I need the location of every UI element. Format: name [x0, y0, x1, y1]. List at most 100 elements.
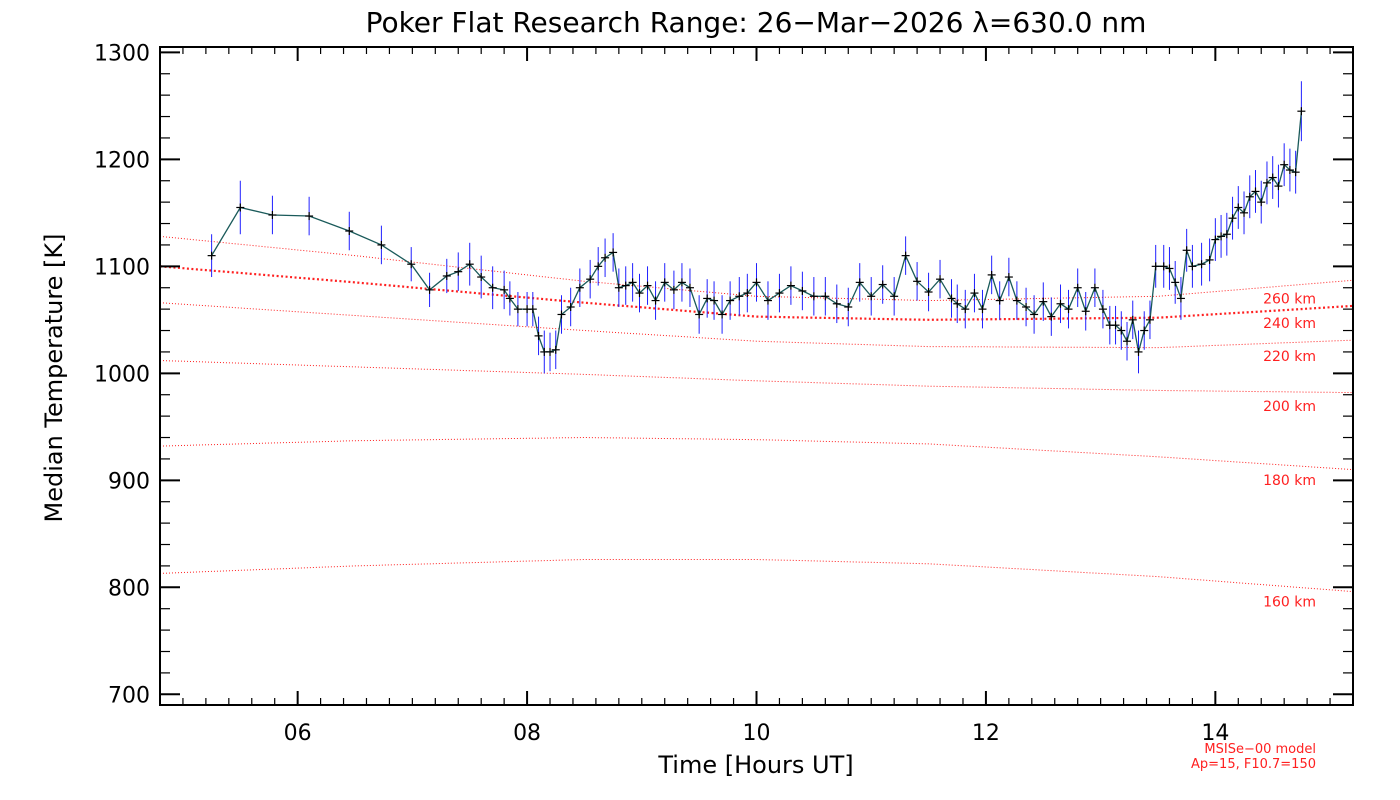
data-point: [268, 210, 277, 219]
data-point: [718, 310, 727, 319]
data-point: [995, 296, 1004, 305]
data-point: [601, 253, 610, 262]
x-tick-label: 10: [743, 721, 771, 746]
data-point: [1039, 297, 1048, 306]
model-curve-label: 240 km: [1263, 316, 1316, 332]
data-point: [477, 273, 486, 282]
data-point: [488, 283, 497, 292]
data-point: [924, 288, 933, 297]
data-point: [685, 283, 694, 292]
data-point: [867, 292, 876, 301]
data-point: [786, 281, 795, 290]
data-point: [1123, 337, 1132, 346]
data-point: [735, 292, 744, 301]
data-point: [628, 278, 637, 287]
data-point: [635, 289, 644, 298]
data-point: [809, 292, 818, 301]
data-point: [1188, 262, 1197, 271]
data-point: [832, 299, 841, 308]
y-axis-label: Median Temperature [K]: [40, 233, 68, 522]
data-point: [546, 347, 555, 356]
model-curve-label: 200 km: [1263, 399, 1316, 415]
x-tick-label: 06: [284, 721, 312, 746]
data-point: [1268, 173, 1277, 182]
data-point: [1090, 283, 1099, 292]
model-annotation-line1: MSISe−00 model: [1204, 742, 1316, 757]
data-point: [798, 286, 807, 295]
data-point: [614, 283, 623, 292]
data-point: [1165, 264, 1174, 273]
data-point: [551, 345, 560, 354]
data-point: [1197, 260, 1206, 269]
y-tick-label: 1000: [94, 362, 150, 387]
measurement-series: [207, 81, 1306, 374]
data-point: [621, 281, 630, 290]
data-point: [1297, 107, 1306, 116]
data-point: [1030, 310, 1039, 319]
data-point: [913, 277, 922, 286]
data-point: [1245, 192, 1254, 201]
y-tick-label: 900: [108, 469, 150, 494]
data-point: [1217, 232, 1226, 241]
data-point: [844, 302, 853, 311]
data-point: [1073, 283, 1082, 292]
model-curve-label: 260 km: [1263, 292, 1316, 308]
data-point: [1251, 187, 1260, 196]
y-tick-label: 1100: [94, 255, 150, 280]
data-point: [752, 278, 761, 287]
data-point: [947, 294, 956, 303]
plot-border: [159, 46, 1354, 706]
data-point: [1274, 182, 1283, 191]
data-point: [1228, 214, 1237, 223]
x-tick-label: 14: [1201, 721, 1229, 746]
model-curve: [159, 559, 1354, 593]
data-point: [500, 285, 509, 294]
x-axis-label: Time [Hours UT]: [657, 751, 853, 779]
data-point: [1134, 347, 1143, 356]
data-point: [425, 285, 434, 294]
data-point: [1176, 294, 1185, 303]
model-curve: [159, 436, 1354, 471]
model-curve: [159, 265, 1354, 321]
data-point: [534, 331, 543, 340]
data-point: [643, 281, 652, 290]
model-curve-label: 220 km: [1263, 349, 1316, 365]
data-point: [987, 270, 996, 279]
data-point: [305, 212, 314, 221]
data-point: [936, 275, 945, 284]
data-point: [594, 262, 603, 271]
model-annotation-line2: Ap=15, F10.7=150: [1191, 757, 1316, 772]
data-point: [1111, 321, 1120, 330]
data-point: [953, 299, 962, 308]
data-point: [1171, 278, 1180, 287]
data-point: [878, 280, 887, 289]
data-point: [528, 305, 537, 314]
data-point: [1291, 168, 1300, 177]
model-curve: [159, 302, 1354, 349]
data-point: [1240, 208, 1249, 217]
data-point: [703, 294, 712, 303]
data-point: [651, 296, 660, 305]
data-point: [1222, 230, 1231, 239]
data-point: [710, 296, 719, 305]
data-point: [890, 292, 899, 301]
data-point: [557, 310, 566, 319]
y-tick-label: 800: [108, 576, 150, 601]
data-point: [1056, 299, 1065, 308]
data-point: [1047, 312, 1056, 321]
model-curve-label: 160 km: [1263, 595, 1316, 611]
model-curves: 160 km 180 km 200 km 220 km 240 km 260 km: [159, 235, 1354, 611]
data-point: [1012, 296, 1021, 305]
x-tick-label: 12: [972, 721, 1000, 746]
data-point: [345, 227, 354, 236]
data-point: [575, 283, 584, 292]
data-point: [1064, 305, 1073, 314]
data-point: [1211, 235, 1220, 244]
data-point: [1081, 307, 1090, 316]
data-point: [454, 267, 463, 276]
data-point: [1151, 262, 1160, 271]
data-point: [1257, 198, 1266, 207]
data-point: [1234, 203, 1243, 212]
chart-title: Poker Flat Research Range: 26−Mar−2026 λ…: [366, 6, 1147, 39]
